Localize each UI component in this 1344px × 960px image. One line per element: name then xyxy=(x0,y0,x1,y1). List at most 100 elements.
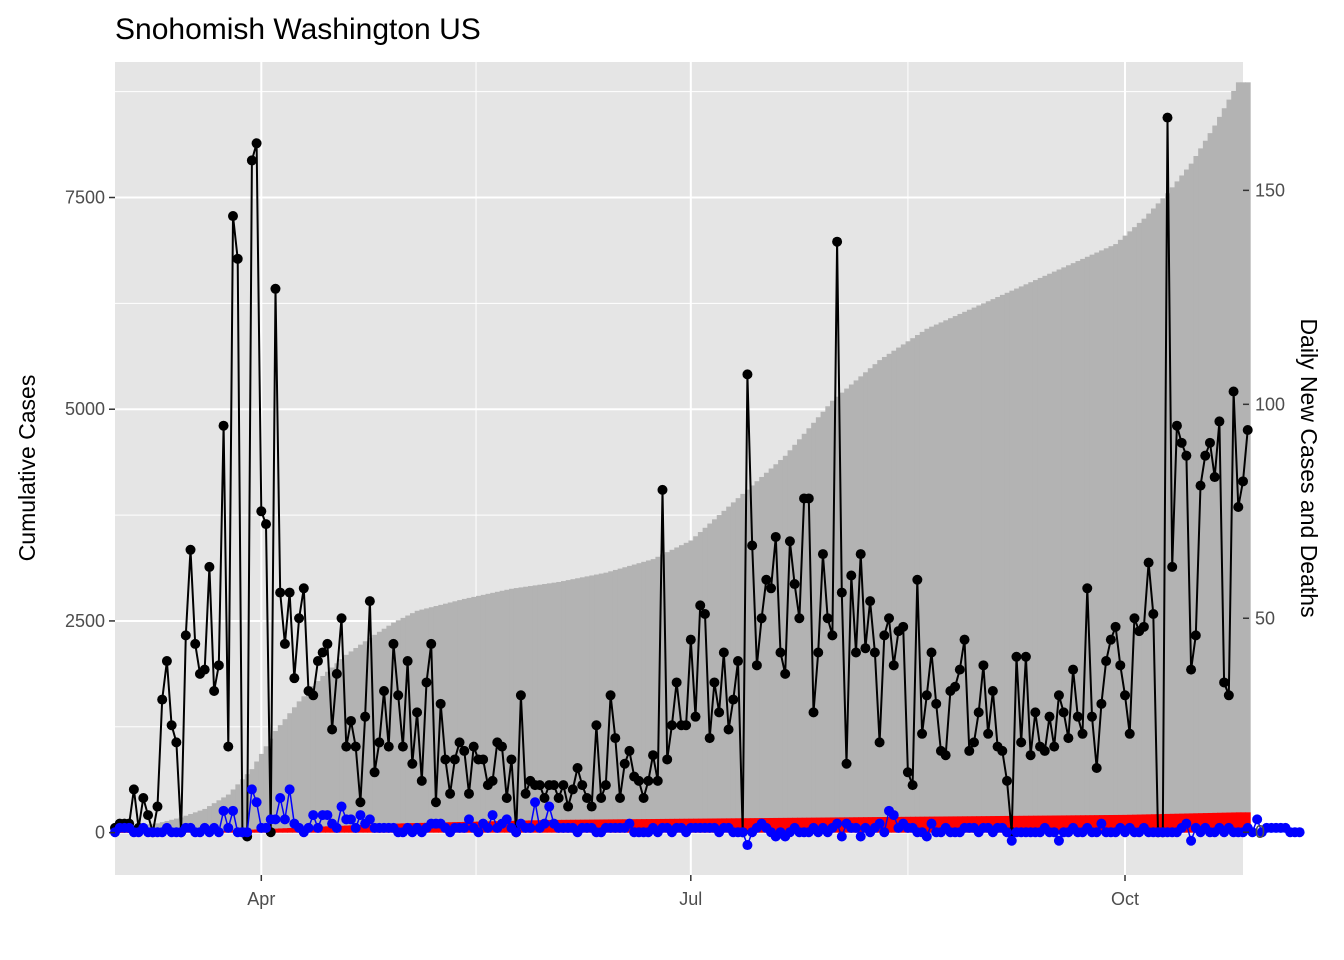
cumulative-deaths-bar xyxy=(641,819,647,833)
cumulative-cases-bar xyxy=(1103,248,1110,833)
daily-deaths-point xyxy=(624,818,635,829)
cumulative-cases-bar xyxy=(603,572,609,833)
daily-deaths-point xyxy=(303,822,314,833)
cumulative-cases-bar xyxy=(579,577,586,833)
cumulative-deaths-bar xyxy=(976,816,982,833)
cumulative-cases-bar xyxy=(820,411,826,833)
daily-cases-point xyxy=(209,686,220,697)
cumulative-deaths-bar xyxy=(221,830,227,833)
daily-cases-point xyxy=(846,570,857,581)
cumulative-deaths-bar xyxy=(636,819,642,833)
cumulative-deaths-bar xyxy=(796,817,803,833)
daily-cases-point xyxy=(152,801,163,812)
cumulative-deaths-bar xyxy=(343,825,350,833)
cumulative-cases-bar xyxy=(551,582,557,833)
daily-cases-point xyxy=(577,780,588,791)
cumulative-cases-bar xyxy=(561,581,567,833)
y-left-tick-label: 2500 xyxy=(65,611,105,631)
daily-cases-point xyxy=(270,283,281,294)
daily-cases-point xyxy=(199,664,210,675)
cumulative-cases-bar xyxy=(910,338,916,833)
cumulative-cases-bar xyxy=(768,468,774,833)
daily-cases-point xyxy=(709,677,720,688)
cumulative-cases-bar xyxy=(211,803,218,833)
daily-cases-point xyxy=(1115,660,1126,671)
cumulative-deaths-bar xyxy=(787,817,793,833)
daily-cases-point xyxy=(1186,664,1197,675)
cumulative-deaths-bar xyxy=(858,817,864,833)
cumulative-cases-bar xyxy=(957,313,963,833)
cumulative-cases-bar xyxy=(1023,284,1029,833)
daily-cases-point xyxy=(605,690,616,701)
cumulative-cases-bar xyxy=(1174,181,1180,833)
cumulative-deaths-bar xyxy=(957,816,963,833)
daily-cases-point xyxy=(355,797,366,808)
cumulative-cases-bar xyxy=(1150,208,1157,833)
daily-cases-point xyxy=(1209,472,1220,483)
cumulative-deaths-bar xyxy=(990,816,996,833)
daily-cases-point xyxy=(648,750,659,761)
cumulative-cases-bar xyxy=(1014,288,1020,833)
daily-cases-point xyxy=(284,587,295,598)
daily-cases-point xyxy=(766,583,777,594)
cumulative-cases-bar xyxy=(381,628,387,833)
cumulative-deaths-bar xyxy=(1075,815,1081,833)
y-right-tick-label: 50 xyxy=(1255,608,1275,628)
daily-deaths-point xyxy=(355,810,366,821)
daily-cases-point xyxy=(180,630,191,641)
cumulative-cases-bar xyxy=(636,563,642,833)
cumulative-cases-bar xyxy=(1122,235,1128,833)
cumulative-cases-bar xyxy=(358,644,364,833)
cumulative-deaths-bar xyxy=(476,821,482,833)
cumulative-cases-bar xyxy=(584,576,590,833)
daily-cases-point xyxy=(435,698,446,709)
cumulative-deaths-bar xyxy=(1108,814,1114,833)
daily-cases-point xyxy=(1190,630,1201,641)
daily-cases-point xyxy=(1049,741,1060,752)
cumulative-deaths-bar xyxy=(1188,813,1195,833)
daily-deaths-point xyxy=(926,818,937,829)
daily-cases-point xyxy=(421,677,432,688)
daily-cases-point xyxy=(789,579,800,590)
cumulative-cases-bar xyxy=(424,608,430,833)
daily-cases-point xyxy=(1124,728,1135,739)
daily-cases-point xyxy=(402,656,413,667)
daily-deaths-point xyxy=(1294,827,1305,838)
daily-cases-point xyxy=(1148,608,1159,619)
cumulative-cases-bar xyxy=(796,439,803,833)
cumulative-cases-bar xyxy=(466,597,472,833)
cumulative-cases-bar xyxy=(334,663,340,833)
cumulative-cases-bar xyxy=(1245,82,1251,833)
daily-cases-point xyxy=(808,707,819,718)
daily-cases-point xyxy=(463,788,474,799)
x-tick-label: Oct xyxy=(1111,889,1139,909)
daily-cases-point xyxy=(1068,664,1079,675)
daily-cases-point xyxy=(369,767,380,778)
cumulative-cases-bar xyxy=(1061,267,1067,833)
cumulative-deaths-bar xyxy=(1207,812,1213,833)
daily-cases-point xyxy=(1120,690,1131,701)
daily-cases-point xyxy=(983,728,994,739)
daily-cases-point xyxy=(836,587,847,598)
daily-cases-point xyxy=(171,737,182,748)
cumulative-cases-bar xyxy=(263,746,269,833)
cumulative-cases-bar xyxy=(225,794,232,833)
cumulative-cases-bar xyxy=(504,589,510,833)
cumulative-deaths-bar xyxy=(1004,815,1010,833)
daily-cases-point xyxy=(308,690,319,701)
cumulative-cases-bar xyxy=(1056,269,1062,833)
daily-cases-point xyxy=(832,236,843,247)
cumulative-cases-bar xyxy=(881,356,888,833)
cumulative-cases-bar xyxy=(565,580,572,833)
daily-cases-point xyxy=(652,775,663,786)
daily-cases-point xyxy=(213,660,224,671)
cumulative-cases-bar xyxy=(485,593,491,833)
cumulative-cases-bar xyxy=(905,341,911,833)
daily-deaths-point xyxy=(242,827,253,838)
daily-cases-point xyxy=(279,638,290,649)
daily-cases-point xyxy=(841,758,852,769)
cumulative-cases-bar xyxy=(1047,273,1053,833)
daily-cases-point xyxy=(884,613,895,624)
daily-cases-point xyxy=(596,792,607,803)
cumulative-deaths-bar xyxy=(1212,812,1218,833)
